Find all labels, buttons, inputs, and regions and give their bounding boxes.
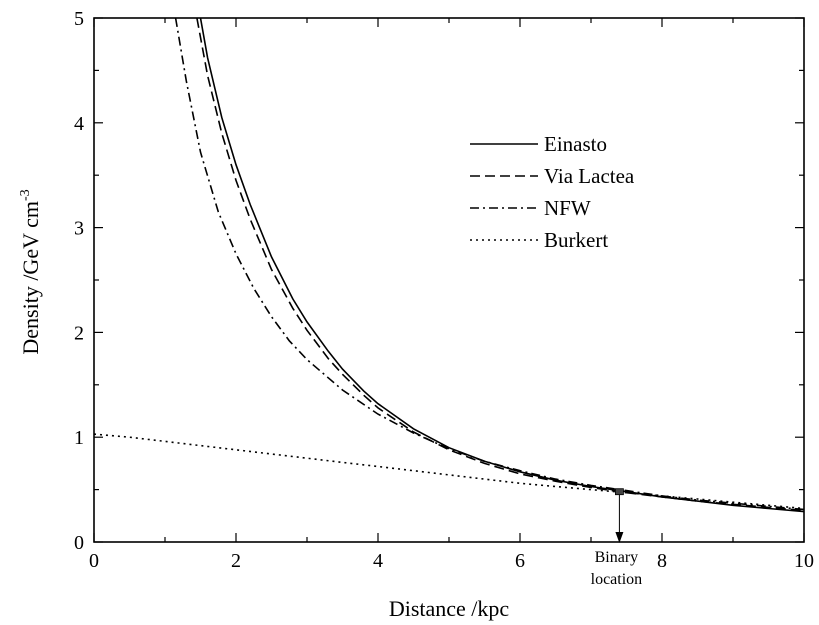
legend-label-einasto: Einasto	[544, 132, 607, 156]
legend-label-via-lactea: Via Lactea	[544, 164, 635, 188]
plot-frame	[93, 17, 805, 543]
legend-label-nfw: NFW	[544, 196, 591, 220]
y-axis-title-superscript: -3	[18, 189, 33, 201]
x-tick-label: 2	[231, 550, 241, 572]
x-tick-label: 6	[515, 550, 525, 572]
x-tick-label: 4	[373, 550, 383, 572]
binary-location-marker	[615, 488, 624, 496]
legend: Einasto Via Lactea NFW Burkert	[470, 132, 635, 252]
y-tick-label: 5	[74, 8, 84, 30]
series-line-einasto	[199, 18, 804, 513]
binary-location-annotation: Binary location	[591, 488, 643, 588]
legend-label-burkert: Burkert	[544, 228, 608, 252]
x-ticks: 0 2 4 6 8 10	[89, 18, 814, 572]
annotation-arrow-head	[615, 532, 624, 543]
y-tick-label: 4	[74, 113, 84, 135]
y-axis-title: Density /GeV cm-3	[18, 189, 43, 354]
y-tick-label: 2	[74, 322, 84, 344]
series-line-nfw	[174, 18, 804, 511]
series-line-burkert	[94, 433, 804, 510]
y-tick-label: 1	[74, 427, 84, 449]
plot-lines	[94, 18, 804, 513]
x-tick-label: 10	[794, 550, 814, 572]
y-tick-label: 0	[74, 532, 84, 554]
annotation-label-line2: location	[591, 571, 643, 588]
x-tick-label: 8	[657, 550, 667, 572]
y-tick-label: 3	[74, 218, 84, 240]
series-line-via-lactea	[196, 18, 804, 512]
annotation-label-line1: Binary	[595, 549, 639, 566]
x-axis-title: Distance /kpc	[389, 596, 510, 621]
y-ticks: 0 1 2 3 4 5	[74, 8, 804, 554]
y-axis-title-main: Density /GeV cm	[18, 201, 43, 355]
x-tick-label: 0	[89, 550, 99, 572]
